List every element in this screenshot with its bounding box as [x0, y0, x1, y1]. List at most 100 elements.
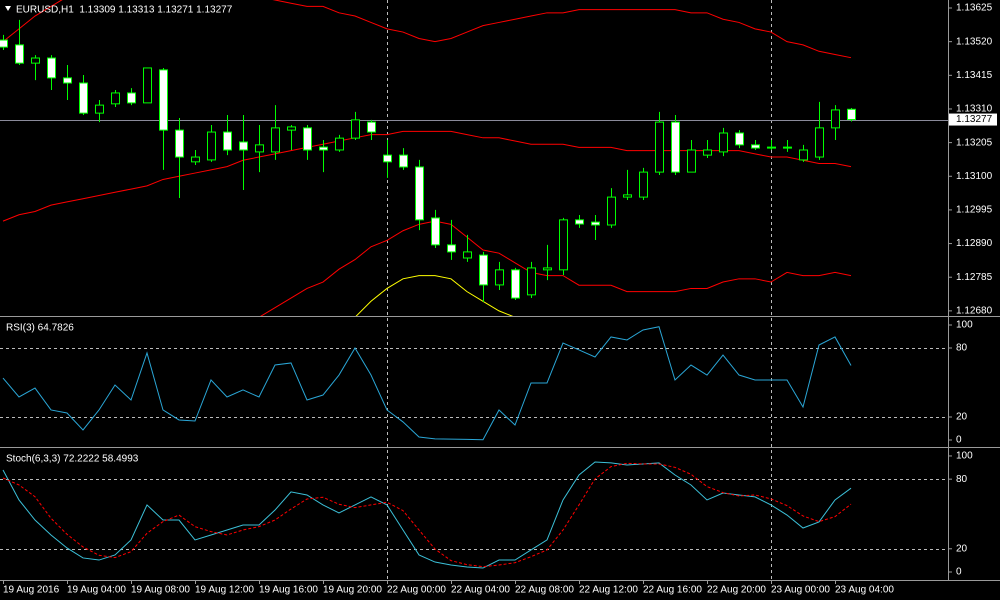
- candle-body: [607, 196, 616, 226]
- candle-body: [463, 251, 472, 259]
- candle-body: [527, 267, 536, 296]
- x-tick-label: 22 Aug 04:00: [451, 585, 510, 596]
- candle-body: [495, 269, 504, 286]
- indicator-line: [355, 275, 514, 316]
- collapse-icon[interactable]: [5, 6, 11, 11]
- y-tick-label: 1.13205: [956, 137, 993, 148]
- x-tick-label: 19 Aug 20:00: [323, 585, 382, 596]
- candle-body: [687, 149, 696, 173]
- indicator-line: [260, 220, 852, 316]
- candle-body: [623, 194, 632, 198]
- x-tick-label: 19 Aug 12:00: [195, 585, 254, 596]
- candle-body: [847, 108, 856, 121]
- indicator-line: [2, 0, 852, 59]
- indicator-line: [2, 326, 852, 441]
- y-tick-label: 1.13520: [956, 36, 993, 47]
- candle-body: [543, 267, 552, 271]
- candle-body: [447, 244, 456, 253]
- candle-body: [815, 127, 824, 158]
- y-tick-label: 1.12995: [956, 205, 993, 216]
- candle-body: [127, 92, 136, 104]
- candle-body: [159, 69, 168, 131]
- x-tick-label: 19 Aug 04:00: [67, 585, 126, 596]
- candle-body: [383, 154, 392, 163]
- y-tick-label: 1.13100: [956, 171, 993, 182]
- candle-body: [47, 57, 56, 79]
- y-tick-label: 0: [956, 435, 962, 446]
- candle-body: [351, 119, 360, 139]
- candle-body: [479, 254, 488, 286]
- y-tick-label: 100: [956, 320, 973, 331]
- candle-body: [175, 129, 184, 158]
- x-tick-label: 19 Aug 16:00: [259, 585, 318, 596]
- x-tick-label: 23 Aug 00:00: [771, 585, 830, 596]
- candle-body: [15, 44, 24, 64]
- candle-body: [783, 146, 792, 149]
- y-tick-label: 80: [956, 343, 968, 354]
- candle-body: [335, 137, 344, 151]
- candle-body: [591, 221, 600, 226]
- x-tick-label: 22 Aug 08:00: [515, 585, 574, 596]
- indicator-line: [2, 461, 852, 569]
- candle-body: [639, 171, 648, 198]
- pane-title: RSI(3) 64.7826: [6, 323, 74, 334]
- candle-body: [79, 82, 88, 114]
- candle-body: [415, 166, 424, 221]
- pane: [0, 326, 948, 441]
- x-tick-label: 22 Aug 12:00: [579, 585, 638, 596]
- candle-body: [367, 121, 376, 133]
- y-tick-label: 100: [956, 451, 973, 462]
- candle-body: [575, 219, 584, 225]
- candle-body: [0, 39, 8, 48]
- y-tick-label: 80: [956, 474, 968, 485]
- pane: [0, 0, 948, 316]
- x-tick-label: 23 Aug 04:00: [835, 585, 894, 596]
- y-tick-label: 1.12890: [956, 238, 993, 249]
- y-tick-label: 1.13625: [956, 3, 993, 14]
- pane: [0, 461, 948, 569]
- candle-body: [751, 144, 760, 149]
- candle-body: [143, 67, 152, 104]
- current-price-label: 1.13277: [956, 114, 993, 125]
- current-price-box: [949, 113, 997, 126]
- y-tick-label: 20: [956, 412, 968, 423]
- pane-title: EURUSD,H1 1.13309 1.13313 1.13271 1.1327…: [16, 5, 233, 16]
- y-tick-label: 1.12680: [956, 306, 993, 317]
- candle-body: [671, 121, 680, 173]
- candle-body: [191, 156, 200, 163]
- candle-body: [239, 141, 248, 151]
- candle-body: [399, 154, 408, 168]
- y-tick-label: 1.13415: [956, 70, 993, 81]
- candle-body: [655, 121, 664, 173]
- y-tick-label: 1.13310: [956, 104, 993, 115]
- candle-body: [719, 132, 728, 153]
- candle-body: [511, 269, 520, 299]
- candle-body: [831, 109, 840, 129]
- candle-body: [319, 146, 328, 151]
- candle-body: [303, 127, 312, 151]
- candle-body: [207, 131, 216, 161]
- y-tick-label: 1.12785: [956, 272, 993, 283]
- candle-body: [31, 57, 40, 64]
- candle-body: [799, 149, 808, 161]
- y-tick-label: 20: [956, 543, 968, 554]
- candle-body: [271, 127, 280, 153]
- x-tick-label: 22 Aug 00:00: [387, 585, 446, 596]
- candle-body: [287, 126, 296, 131]
- x-tick-label: 22 Aug 20:00: [707, 585, 766, 596]
- candle-body: [255, 144, 264, 153]
- pane-title: Stoch(6,3,3) 72.2222 58.4993: [6, 454, 139, 465]
- candle-body: [431, 217, 440, 246]
- candle-body: [703, 149, 712, 156]
- candle-body: [95, 104, 104, 114]
- x-tick-label: 22 Aug 16:00: [643, 585, 702, 596]
- pane-borders: [0, 0, 1000, 581]
- candle-body: [223, 131, 232, 151]
- indicator-line: [2, 462, 852, 568]
- x-tick-label: 19 Aug 08:00: [131, 585, 190, 596]
- candle-body: [63, 77, 72, 84]
- candle-body: [111, 92, 120, 105]
- x-tick-label: 19 Aug 2016: [3, 585, 60, 596]
